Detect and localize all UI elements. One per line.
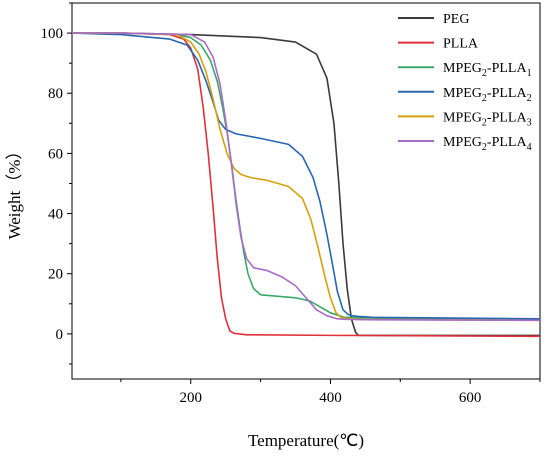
legend-item: PLLA xyxy=(398,37,479,52)
legend-label: PLLA xyxy=(443,37,479,52)
x-tick-label: 400 xyxy=(319,390,342,406)
series-line-5 xyxy=(72,32,541,322)
series-line-4 xyxy=(71,32,541,320)
legend-item: MPEG2-PLLA1 xyxy=(398,61,532,79)
x-tick-label: 200 xyxy=(179,390,202,406)
legend-label: MPEG2-PLLA3 xyxy=(443,110,532,128)
y-tick-label: 20 xyxy=(48,267,63,283)
legend-item: MPEG2-PLLA2 xyxy=(398,86,532,104)
y-tick-label: 0 xyxy=(56,327,64,343)
x-axis-label: Temperature(℃) xyxy=(248,431,364,450)
legend-label: MPEG2-PLLA1 xyxy=(443,61,532,79)
legend-item: PEG xyxy=(398,12,469,27)
x-tick-label: 600 xyxy=(459,390,482,406)
legend: PEG PLLA MPEG2-PLLA1 MPEG2-PLLA2 MPEG2-PLLA3… xyxy=(398,12,532,153)
y-tick-label: 40 xyxy=(48,207,63,223)
series-layer xyxy=(71,32,541,338)
y-tick-label: 60 xyxy=(48,146,63,162)
y-tick-label: 100 xyxy=(41,26,64,42)
series-line-6 xyxy=(72,32,541,322)
y-axis-label: Weight（%） xyxy=(5,143,24,240)
plot-area-border xyxy=(71,2,541,380)
legend-label: PEG xyxy=(443,12,469,27)
legend-label: MPEG2-PLLA4 xyxy=(443,135,532,153)
y-tick-label: 80 xyxy=(48,86,63,102)
legend-label: MPEG2-PLLA2 xyxy=(443,86,532,104)
series-line-2 xyxy=(72,32,541,338)
legend-item: MPEG2-PLLA3 xyxy=(398,110,532,128)
series-line-1 xyxy=(72,32,540,337)
legend-item: MPEG2-PLLA4 xyxy=(398,135,532,153)
ticks-layer: 200 400 600 0 20 40 60 80 100 xyxy=(41,2,541,406)
plot-frame xyxy=(71,2,541,380)
